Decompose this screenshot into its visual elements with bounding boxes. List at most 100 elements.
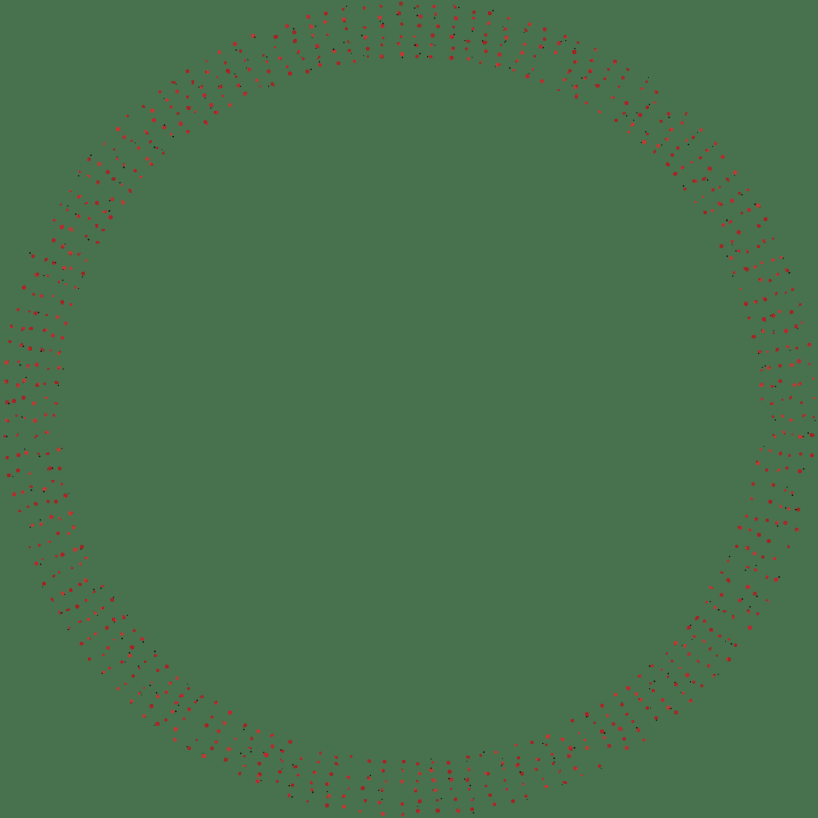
splatter-dot <box>28 310 31 313</box>
splatter-dot <box>21 491 24 494</box>
splatter-dot <box>212 105 214 108</box>
splatter-dot <box>60 482 64 486</box>
splatter-dot <box>198 86 200 88</box>
splatter-dot <box>760 329 762 331</box>
splatter-dot <box>416 14 419 17</box>
splatter-dot <box>808 363 811 365</box>
splatter-dot <box>797 327 799 329</box>
splatter-dot <box>23 448 26 450</box>
splatter-dot <box>346 40 350 43</box>
splatter-dot <box>62 225 64 227</box>
splatter-dot <box>128 653 132 658</box>
splatter-dot <box>583 77 587 81</box>
splatter-dot <box>112 178 115 182</box>
splatter-dot <box>90 154 92 157</box>
splatter-dot <box>717 673 719 675</box>
splatter-dot <box>450 48 454 52</box>
splatter-dot <box>435 788 438 791</box>
splatter-dot <box>281 768 283 770</box>
splatter-dot <box>685 111 688 114</box>
splatter-dot <box>343 19 346 23</box>
splatter-dot <box>210 717 213 719</box>
splatter-dot <box>787 507 791 511</box>
splatter-dot <box>362 26 365 29</box>
splatter-dot <box>655 101 657 103</box>
splatter-dot <box>72 548 76 551</box>
splatter-dot <box>616 85 618 87</box>
splatter-dot <box>789 312 792 315</box>
splatter-dot <box>654 716 659 720</box>
splatter-dot <box>350 756 352 759</box>
splatter-dot <box>429 55 433 59</box>
splatter-dot <box>76 214 81 219</box>
splatter-dot <box>325 803 330 808</box>
splatter-dot <box>316 760 320 764</box>
splatter-dot <box>714 605 716 607</box>
splatter-dot <box>759 448 763 451</box>
splatter-dot <box>156 694 160 697</box>
splatter-dot <box>436 24 439 27</box>
splatter-dot <box>533 54 537 58</box>
splatter-dot <box>417 781 420 784</box>
splatter-dot <box>260 780 262 782</box>
splatter-dot <box>130 701 133 704</box>
splatter-dot <box>702 639 704 641</box>
splatter-dot <box>33 436 36 439</box>
splatter-dot <box>173 737 177 742</box>
splatter-dot <box>764 468 769 472</box>
splatter-dot <box>745 249 748 252</box>
splatter-dot <box>58 280 61 282</box>
splatter-dot <box>632 720 634 722</box>
splatter-dot <box>161 149 163 151</box>
splatter-dot <box>25 376 27 379</box>
splatter-dot <box>67 628 69 631</box>
splatter-dot <box>93 588 95 591</box>
splatter-dot <box>653 149 657 153</box>
splatter-dot <box>797 469 802 474</box>
splatter-dot <box>557 41 562 46</box>
splatter-dot <box>377 801 380 804</box>
splatter-dot <box>17 511 20 513</box>
splatter-dot <box>385 781 388 784</box>
splatter-dot <box>561 738 564 741</box>
splatter-dot <box>620 702 624 707</box>
splatter-dot <box>69 253 72 256</box>
splatter-dot <box>625 713 628 716</box>
splatter-dot <box>687 652 691 656</box>
splatter-dot <box>651 689 655 693</box>
splatter-dot <box>239 49 243 53</box>
splatter-dot <box>56 531 60 536</box>
splatter-dot <box>466 777 470 781</box>
splatter-dot <box>219 84 223 89</box>
splatter-dot <box>753 301 757 304</box>
splatter-dot <box>63 496 66 499</box>
splatter-dot <box>426 56 429 58</box>
splatter-dot <box>524 794 528 798</box>
splatter-dot <box>447 769 452 774</box>
splatter-dot <box>194 701 197 704</box>
splatter-dot <box>291 796 293 798</box>
splatter-dot <box>144 130 148 133</box>
splatter-dot <box>642 738 646 742</box>
splatter-dot <box>784 507 787 509</box>
splatter-dot <box>150 704 153 707</box>
splatter-dot <box>668 116 670 119</box>
splatter-dot <box>412 35 415 37</box>
splatter-dot <box>129 699 134 703</box>
splatter-dot <box>785 466 789 470</box>
splatter-dot <box>86 617 91 622</box>
splatter-dot <box>711 146 714 148</box>
splatter-dot <box>7 360 9 362</box>
splatter-dot <box>103 141 106 144</box>
splatter-dot <box>243 726 245 728</box>
splatter-dot <box>503 41 506 43</box>
splatter-dot <box>717 634 720 638</box>
splatter-dot <box>38 452 41 455</box>
splatter-dot <box>786 345 789 348</box>
splatter-dot <box>709 646 712 650</box>
splatter-dot <box>728 555 731 558</box>
splatter-dot <box>648 103 651 106</box>
splatter-dot <box>13 491 16 494</box>
